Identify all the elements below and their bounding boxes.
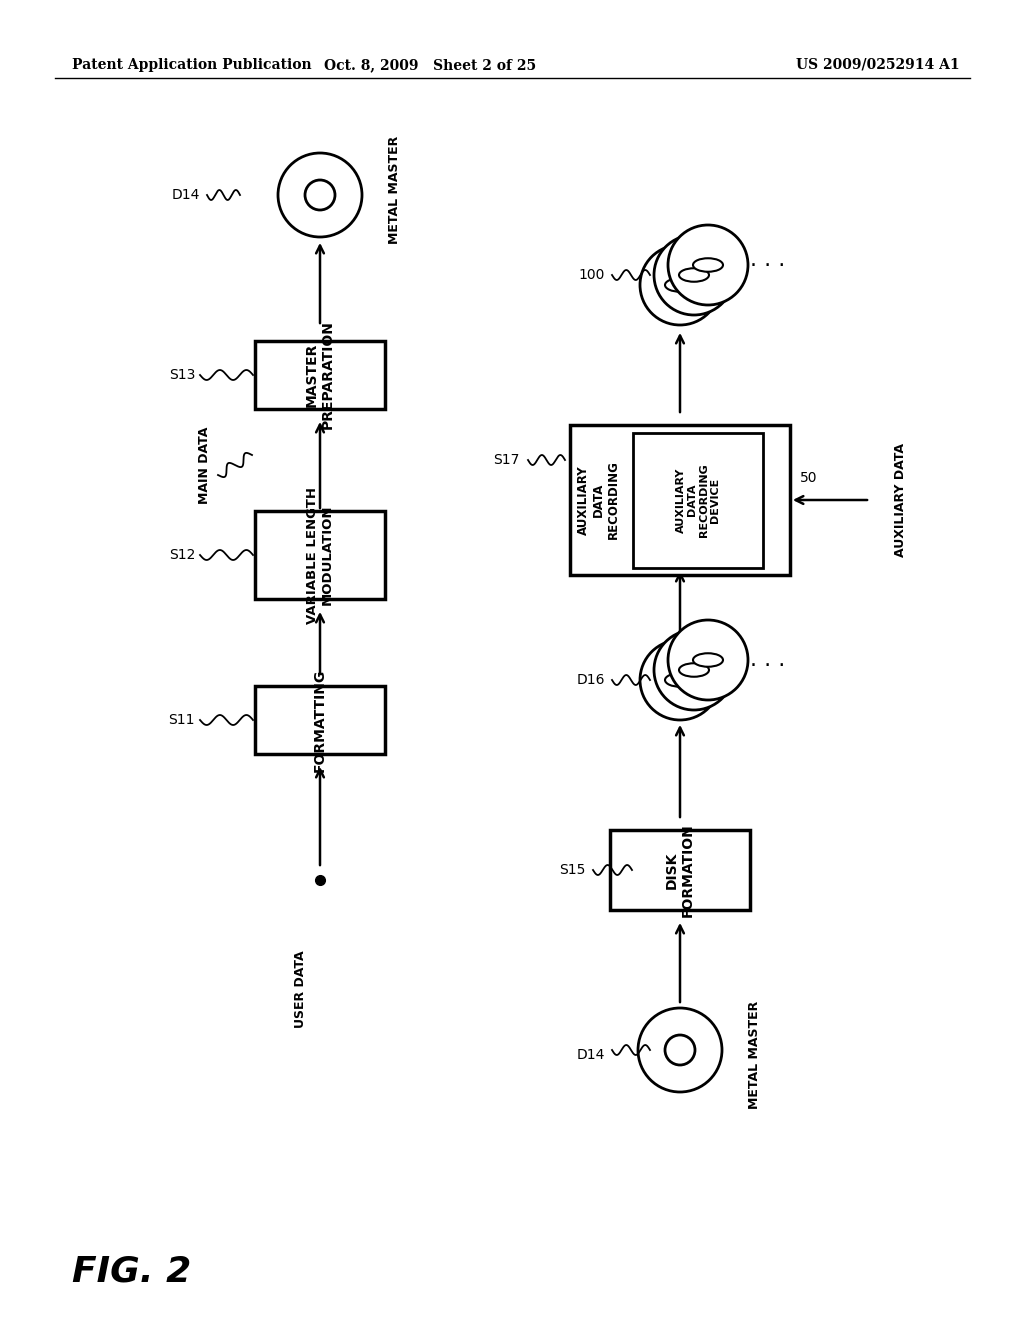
Text: S13: S13	[169, 368, 195, 381]
Text: FIG. 2: FIG. 2	[72, 1255, 191, 1290]
Bar	[570, 425, 790, 576]
Text: MASTER
PREPARATION: MASTER PREPARATION	[305, 321, 335, 429]
Text: AUXILIARY DATA: AUXILIARY DATA	[894, 444, 906, 557]
Text: . . .: . . .	[750, 249, 785, 271]
Text: D14: D14	[172, 187, 200, 202]
Ellipse shape	[665, 673, 695, 686]
Circle shape	[665, 1035, 695, 1065]
Text: S11: S11	[169, 713, 195, 727]
Text: VARIABLE LENGTH
MODULATION: VARIABLE LENGTH MODULATION	[306, 487, 334, 623]
Circle shape	[654, 235, 734, 315]
Bar	[255, 686, 385, 754]
Circle shape	[640, 640, 720, 719]
Circle shape	[654, 630, 734, 710]
Bar	[255, 341, 385, 409]
Text: S15: S15	[559, 863, 585, 876]
Text: FORMATTING: FORMATTING	[313, 668, 327, 772]
Ellipse shape	[665, 279, 695, 292]
Text: US 2009/0252914 A1: US 2009/0252914 A1	[797, 58, 961, 73]
Bar	[610, 830, 750, 909]
Text: Patent Application Publication: Patent Application Publication	[72, 58, 311, 73]
Bar	[255, 511, 385, 599]
Text: METAL MASTER: METAL MASTER	[748, 1001, 761, 1109]
Ellipse shape	[679, 663, 709, 677]
Text: 50: 50	[800, 471, 817, 484]
Text: Oct. 8, 2009   Sheet 2 of 25: Oct. 8, 2009 Sheet 2 of 25	[324, 58, 536, 73]
Text: METAL MASTER: METAL MASTER	[388, 136, 401, 244]
Text: AUXILIARY
DATA
RECORDING
DEVICE: AUXILIARY DATA RECORDING DEVICE	[676, 463, 721, 537]
Text: S12: S12	[169, 548, 195, 562]
Text: S17: S17	[494, 453, 520, 467]
Text: D14: D14	[577, 1048, 605, 1063]
Text: 100: 100	[579, 268, 605, 282]
Text: USER DATA: USER DATA	[294, 950, 306, 1028]
Ellipse shape	[679, 268, 709, 281]
Bar	[633, 433, 763, 568]
Text: D16: D16	[577, 673, 605, 686]
Circle shape	[668, 620, 748, 700]
Circle shape	[668, 224, 748, 305]
Circle shape	[305, 180, 335, 210]
Circle shape	[638, 1008, 722, 1092]
Text: MAIN DATA: MAIN DATA	[199, 426, 212, 504]
Circle shape	[278, 153, 362, 238]
Ellipse shape	[693, 259, 723, 272]
Ellipse shape	[693, 653, 723, 667]
Text: AUXILIARY
DATA
RECORDING: AUXILIARY DATA RECORDING	[577, 461, 620, 540]
Text: DISK
FORMATION: DISK FORMATION	[665, 824, 695, 917]
Circle shape	[640, 246, 720, 325]
Text: . . .: . . .	[750, 649, 785, 671]
